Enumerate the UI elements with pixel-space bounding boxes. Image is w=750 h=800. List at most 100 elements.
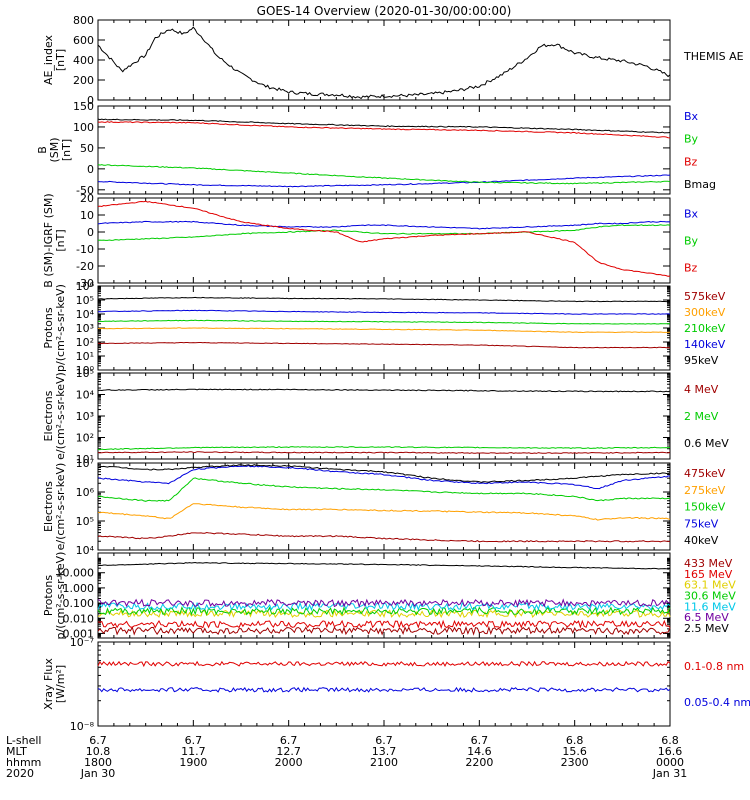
x-tick-label: 6.7 <box>280 734 298 747</box>
x-tick-label: 13.7 <box>372 745 397 758</box>
ytick-label: 10² <box>76 432 94 445</box>
ytick-label: 10⁻⁷ <box>70 636 94 649</box>
x-tick-label: 14.6 <box>467 745 492 758</box>
series-line-40kev <box>97 464 671 484</box>
ytick-label: 10⁵ <box>76 294 94 307</box>
ylabel: e/(cm²-s-sr-keV) <box>54 463 67 551</box>
x-tick-label: 6.7 <box>471 734 489 747</box>
x-tick-label: 6.7 <box>89 734 107 747</box>
ylabel: p/(cm²-s-sr-keV) <box>54 284 67 372</box>
x-tick-label: 1900 <box>179 756 207 769</box>
ytick-label: -30 <box>76 277 94 290</box>
legend-label: 11.6 MeV <box>684 600 736 613</box>
series-line-themis-ae <box>97 26 671 100</box>
series-line-0-1-0-8-nm <box>97 660 671 668</box>
ytick-label: -10 <box>76 243 94 256</box>
ytick-label: 10¹ <box>76 453 94 466</box>
ytick-label: 10³ <box>76 322 94 335</box>
x-tick-label: 6.8 <box>661 734 679 747</box>
panel-frame <box>97 105 671 195</box>
legend-label: 475keV <box>684 467 726 480</box>
series-line-4-mev <box>97 451 671 454</box>
x-tick-label: 0000 <box>656 756 684 769</box>
panel-1: -50 0 50 100 150 B (SM) [nT] Bx By Bz Bmag <box>36 100 716 197</box>
legend-label: 75keV <box>684 517 719 530</box>
legend-label: 165 MeV <box>684 568 733 581</box>
x-tick-label: 6.7 <box>375 734 393 747</box>
series-line-2-mev <box>97 446 671 451</box>
x-tick-label: 2000 <box>275 756 303 769</box>
ylabel: [nT] <box>60 139 73 161</box>
ytick-label: 0 <box>87 94 94 107</box>
series-line-30-6-mev <box>97 606 671 616</box>
legend-label: 0.1-0.8 nm <box>684 660 744 673</box>
ytick-label: 10.000 <box>56 567 95 580</box>
x-row-label: MLT <box>6 745 27 758</box>
ytick-label: 150 <box>73 100 94 113</box>
ytick-label: 0.001 <box>63 627 95 640</box>
legend-label: 210keV <box>684 322 726 335</box>
legend-label: 150keV <box>684 501 726 514</box>
legend-label: Bx <box>684 110 699 123</box>
ytick-label: 10⁶ <box>76 280 95 293</box>
panel-frame <box>97 19 671 101</box>
legend-label: 140keV <box>684 338 726 351</box>
legend-label: 275keV <box>684 484 726 497</box>
legend-label: Bmag <box>684 178 716 191</box>
x-row-label: 2020 <box>6 767 34 780</box>
ytick-label: 10¹ <box>76 350 94 363</box>
series-line-300kev <box>97 327 671 334</box>
ylabel: (SM) <box>48 137 61 162</box>
legend-label: THEMIS AE <box>683 50 744 63</box>
ytick-label: 20 <box>80 192 94 205</box>
panel-frame <box>97 641 671 727</box>
ytick-label: 10⁷ <box>76 457 94 470</box>
ylabel: AE_index <box>42 34 55 85</box>
legend-label: 30.6 MeV <box>684 590 736 603</box>
series-line-bx <box>97 220 671 230</box>
series-line-75kev <box>97 465 671 490</box>
panel-7: 10⁻⁸ 10⁻⁷ Xray Flux [W/m²] 0.1-0.8 nm 0.05-0.… <box>42 636 750 733</box>
ytick-label: 10⁻⁸ <box>70 720 95 733</box>
series-line-2-5-mev <box>97 561 671 570</box>
panel-5: 10⁴ 10⁵ 10⁶ 10⁷ Electrons e/(cm²-s-sr-keV) 475… <box>42 457 726 557</box>
panel-4: 10¹ 10² 10³ 10⁴ 10⁵ Electrons e/(cm²-s-sr-keV)… <box>42 367 729 466</box>
series-line-bz <box>97 200 671 277</box>
ylabel: [W/m²] <box>54 665 67 703</box>
ytick-label: 800 <box>73 14 94 27</box>
ytick-label: -50 <box>76 184 94 197</box>
ylabel: B (SM)-IGRF (SM) <box>42 193 55 287</box>
series-line-140kev <box>97 309 671 315</box>
ylabel: B <box>36 146 49 154</box>
ytick-label: 600 <box>73 34 94 47</box>
ylabel: p/(cm²-s-sr-keV) <box>54 552 67 640</box>
ytick-label: 0 <box>87 163 94 176</box>
legend-label: By <box>684 235 699 248</box>
series-line-433-mev <box>97 625 671 636</box>
ylabel: Protons <box>42 575 55 616</box>
ytick-label: 0 <box>87 226 94 239</box>
legend-label: 300keV <box>684 306 726 319</box>
legend-label: 2 MeV <box>684 410 719 423</box>
legend-label: 0.6 MeV <box>684 437 729 450</box>
series-line-210kev <box>97 319 671 325</box>
ytick-label: 10⁵ <box>76 367 94 380</box>
series-line-275kev <box>97 503 671 521</box>
series-line-bmag <box>97 118 671 134</box>
ytick-label: 10⁴ <box>76 389 95 402</box>
legend-label: Bz <box>684 262 698 275</box>
panel-frame <box>97 197 671 284</box>
legend-label: 40keV <box>684 534 719 547</box>
ylabel: Protons <box>42 307 55 348</box>
ytick-label: 400 <box>73 54 94 67</box>
x-row-label: hhmm <box>6 756 41 769</box>
series-line-bz <box>97 121 671 139</box>
series-line-0-6-mev <box>97 388 671 393</box>
ytick-label: 10⁴ <box>76 544 95 557</box>
ytick-label: 10⁴ <box>76 308 95 321</box>
series-line-150kev <box>97 477 671 502</box>
